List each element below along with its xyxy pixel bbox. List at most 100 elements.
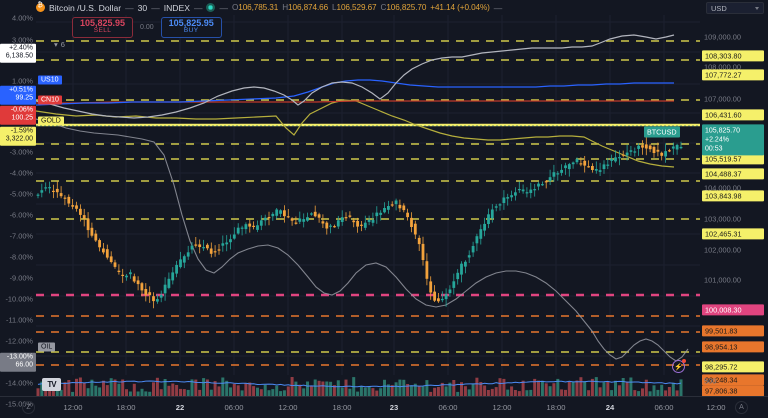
ohlc-open-value: 106,785.31 (238, 3, 279, 12)
current-price-badge[interactable]: 105,825.70 +2.24% 00:53 (702, 124, 764, 156)
chart-plot-area[interactable]: BTCUSD (36, 15, 700, 375)
pct-badge-price: 6,138.50 (5, 52, 33, 60)
left-tick: 4.00% (12, 13, 33, 23)
left-tick: -8.00% (9, 252, 33, 262)
pct-badge-value: +0.51% (9, 86, 33, 94)
left-tick: -3.00% (9, 147, 33, 157)
time-tick: 06:00 (654, 403, 674, 412)
quantity-stepper[interactable]: ▾ 6 (54, 40, 65, 49)
price-level-badge[interactable]: 108,303.80 (702, 50, 764, 62)
right-tick: 101,000.00 (704, 275, 741, 285)
left-tick: -4.00% (9, 168, 33, 178)
price-level-badge[interactable]: 97,806.38 (702, 385, 764, 397)
time-tick: 06:00 (224, 403, 244, 412)
price-level-badge[interactable]: 98,248.34 (702, 374, 764, 386)
right-tick: 102,000.00 (704, 245, 741, 255)
interval-label[interactable]: 30 (137, 2, 148, 13)
legend-dash-1: — (125, 2, 134, 13)
series-tag-oil[interactable]: OIL (38, 342, 56, 352)
ohlc-open-label: O (231, 3, 239, 12)
ohlc-close-value: 106,825.70 (386, 3, 427, 12)
eye-icon[interactable] (206, 3, 216, 12)
pct-badge-btc[interactable]: +2.40% 6,138.50 (0, 43, 36, 63)
buy-price: 105,825.95 (168, 18, 214, 28)
legend-dash-5: — (493, 2, 503, 13)
left-tick: 1.00% (12, 76, 33, 86)
chevron-down-icon (755, 6, 759, 10)
price-level-badge[interactable]: 103,843.98 (702, 190, 764, 202)
tradingview-logo: TV (42, 378, 61, 391)
btcusd-series-tag[interactable]: BTCUSD (644, 126, 680, 138)
right-tick: 104,000.00 (704, 183, 741, 193)
buy-button[interactable]: 105,825.95 BUY (160, 17, 222, 39)
pct-badge-value: -0.06% (10, 106, 33, 114)
right-price-axis[interactable]: 109,000.00 108,000.00 107,000.00 106,000… (700, 15, 768, 397)
time-axis[interactable]: Z A 12:00 18:00 22 06:00 12:00 18:00 23 … (0, 396, 768, 418)
price-level-badge[interactable]: 100,008.30 (702, 304, 764, 316)
left-tick: -11.00% (6, 315, 33, 325)
ohlc-low-value: 106,529.67 (336, 3, 377, 12)
alert-lightning-icon[interactable]: ⚡ (672, 359, 686, 373)
bitcoin-icon (36, 2, 45, 12)
current-price: 105,825.70 (705, 127, 741, 135)
buy-label: BUY (183, 27, 199, 35)
price-level-badge[interactable]: 107,772.27 (702, 69, 764, 81)
spread-value: 0.00 (140, 24, 154, 32)
autoscale-button[interactable]: A (735, 401, 748, 414)
right-tick: 107,000.00 (704, 94, 741, 104)
left-tick: -6.00% (9, 210, 33, 220)
sell-button[interactable]: 105,825.95 SELL (72, 17, 134, 39)
time-tick: 12:00 (278, 403, 298, 412)
price-level-badge[interactable]: 106,431.60 (702, 109, 764, 121)
price-level-badge[interactable]: 104,488.37 (702, 168, 764, 180)
pct-badge-value: -1.59% (10, 127, 33, 135)
time-tick: 18:00 (332, 403, 352, 412)
sell-price: 105,825.95 (80, 18, 126, 28)
bar-countdown: 00:53 (705, 145, 723, 153)
legend-dash-4: — (219, 2, 228, 13)
symbol-title[interactable]: Bitcoin /U.S. Dollar (49, 2, 122, 13)
price-level-badge[interactable]: 102,465.31 (702, 228, 764, 240)
pct-badge-cn10[interactable]: -0.06% 100.25 (0, 105, 36, 125)
timezone-button[interactable]: Z (22, 401, 35, 414)
pct-badge-us10[interactable]: +0.51% 99.25 (0, 85, 36, 105)
series-tag-us10[interactable]: US10 (38, 75, 62, 85)
chart-legend: Bitcoin /U.S. Dollar — 30 — INDEX — — O1… (0, 0, 768, 15)
ohlc-close-label: C (380, 3, 387, 12)
volume-histogram (36, 376, 700, 396)
pct-badge-gold[interactable]: -1.59% 3,322.00 (0, 126, 36, 146)
time-tick: 24 (605, 403, 615, 412)
left-tick: -7.00% (9, 231, 33, 241)
us10-series-line (36, 79, 674, 106)
series-tag-cn10[interactable]: CN10 (38, 95, 62, 105)
grid-lines (36, 15, 700, 375)
currency-select[interactable]: USD (706, 2, 764, 14)
source-label: INDEX (163, 2, 190, 13)
left-percent-axis[interactable]: 4.00% 3.00% 1.00% -3.00% -4.00% -5.00% -… (0, 13, 36, 409)
gold-series-line (36, 99, 675, 168)
time-tick: 12:00 (63, 403, 83, 412)
left-tick: -9.00% (9, 273, 33, 283)
time-tick: 12:00 (706, 403, 726, 412)
left-tick: -15.00% (5, 399, 33, 409)
pct-badge-value: -13.00% (6, 353, 33, 361)
price-level-badge[interactable]: 98,954.13 (702, 341, 764, 353)
level-lines (36, 40, 700, 366)
right-tick: 108,000.00 (704, 62, 741, 72)
currency-select-label: USD (711, 3, 727, 13)
current-change: +2.24% (705, 136, 729, 144)
time-tick: 22 (175, 403, 185, 412)
price-level-badge[interactable]: 105,519.57 (702, 153, 764, 165)
time-tick: 18:00 (546, 403, 566, 412)
time-tick: 06:00 (438, 403, 458, 412)
price-candles (36, 137, 683, 309)
price-level-badge[interactable]: 98,295.72 (702, 361, 764, 373)
series-tag-gold[interactable]: GOLD (38, 116, 64, 126)
left-tick: -12.00% (5, 336, 33, 346)
pct-badge-price: 99.25 (15, 94, 33, 102)
pct-badge-oil[interactable]: -13.00% 66.00 (0, 352, 36, 372)
volume-scale-label: 500 (704, 376, 717, 386)
price-level-badge[interactable]: 99,501.83 (702, 325, 764, 337)
legend-dash-2: — (151, 2, 160, 13)
